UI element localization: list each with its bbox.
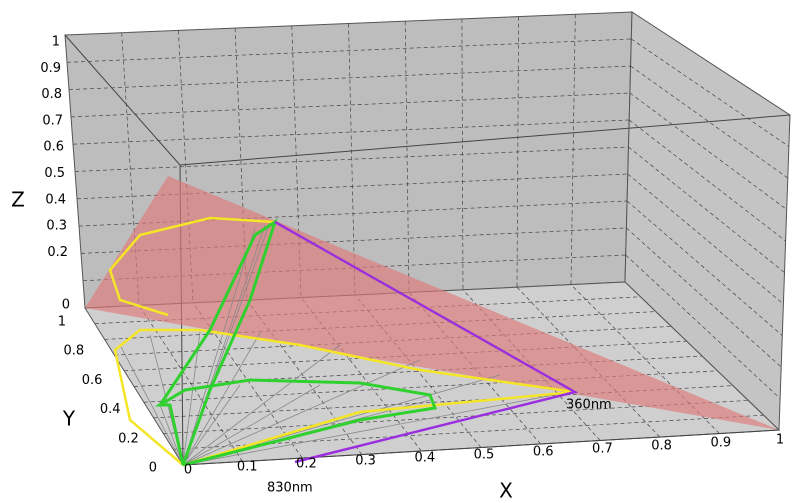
y-tick-label: 0.8 — [64, 344, 85, 359]
z-tick-label: 1 — [52, 35, 60, 50]
grid-line — [625, 254, 781, 399]
y-tick-label: 0.4 — [100, 402, 121, 417]
x-tick-label: 0.8 — [651, 439, 672, 454]
x-tick-label: 0.3 — [355, 454, 376, 469]
purple-line — [274, 220, 579, 464]
grid-line — [461, 18, 464, 290]
grid-line — [570, 14, 576, 285]
x-tick-label: 0 — [184, 463, 192, 478]
x-tick-label: 0.4 — [414, 451, 435, 466]
grid-line — [626, 200, 783, 336]
y-tick-label: 0.6 — [82, 373, 103, 388]
grid-line — [72, 119, 630, 145]
locus-green-floor — [154, 378, 438, 467]
z-tick-label: 0.4 — [45, 192, 66, 207]
y-tick-label: 0 — [149, 461, 157, 476]
x-tick-label: 0.9 — [710, 436, 731, 451]
labels: X Y Z 360nm 830nm 0 0.1 0.2 0.3 0.4 0.5 0.6 0.7… — [11, 35, 784, 503]
grid-line — [631, 38, 790, 147]
z-tick-label: 0.6 — [43, 140, 64, 155]
x-tick-label: 0.5 — [474, 448, 495, 463]
grid-line — [66, 38, 632, 63]
grid-line — [628, 119, 786, 242]
grid-line — [628, 146, 785, 273]
box-edge — [64, 34, 181, 166]
x-tick-label: 0.7 — [592, 442, 613, 457]
grid-line — [74, 146, 629, 172]
box-edge — [179, 114, 791, 166]
annotation: 830nm — [267, 481, 313, 496]
y-tick-label: 0.2 — [118, 431, 139, 446]
grid-line — [404, 21, 410, 293]
plane-triangle — [85, 176, 779, 430]
grid-line — [516, 16, 519, 288]
grid-line — [629, 92, 787, 210]
z-tick-label: 0.7 — [42, 113, 63, 128]
z-tick-label: 0.8 — [41, 87, 62, 102]
grid-line — [70, 92, 630, 118]
locus-floor — [113, 328, 576, 467]
z-tick-label: 0.2 — [47, 245, 68, 260]
x-axis-label: X — [499, 479, 513, 503]
z-tick-label: 0.3 — [46, 219, 67, 234]
grid-line — [68, 65, 631, 90]
grid-line — [348, 23, 356, 296]
z-tick-label: 0.9 — [40, 61, 61, 76]
x-tick-label: 0.2 — [296, 457, 317, 472]
z-axis-label: Z — [11, 188, 25, 212]
grid-line — [114, 326, 672, 356]
grid-line — [133, 355, 703, 387]
y-axis-label: Y — [62, 407, 76, 431]
grid-line — [627, 173, 784, 305]
annotation: 360nm — [566, 398, 612, 413]
z-tick-label: 0 — [62, 298, 70, 313]
z-tick-label: 0.5 — [44, 166, 65, 181]
x-tick-label: 1 — [776, 433, 784, 448]
x-tick-label: 0.1 — [237, 460, 258, 475]
y-tick-label: 1 — [58, 315, 66, 330]
x-tick-label: 0.6 — [533, 445, 554, 460]
